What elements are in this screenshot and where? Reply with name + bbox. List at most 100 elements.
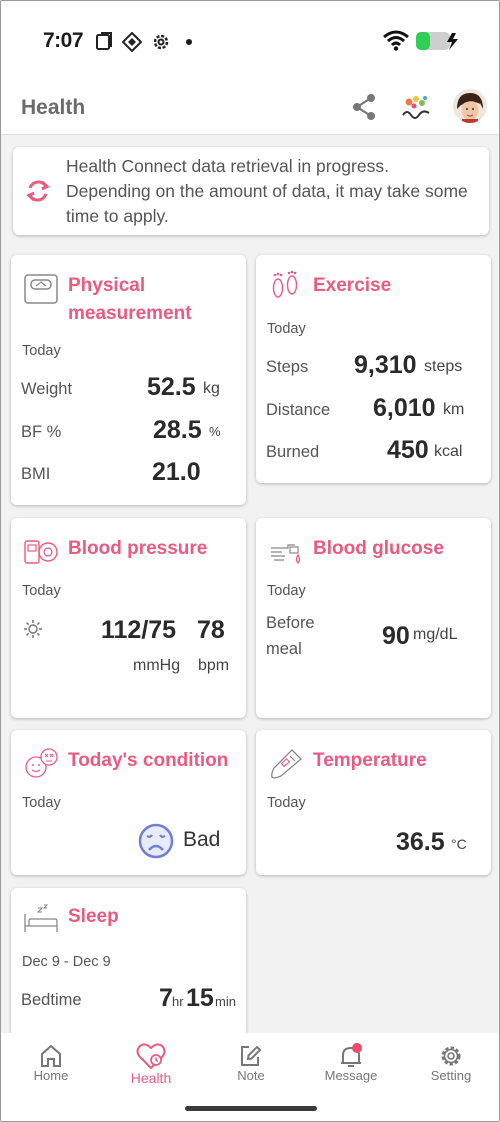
home-icon [41, 1044, 61, 1067]
footprints-icon [272, 270, 298, 298]
bf-value: 28.5 [153, 416, 202, 444]
physical-measurement-card[interactable]: Physical measurement Today Weight 52.5 k… [11, 255, 246, 505]
steps-unit: steps [424, 358, 463, 375]
bottom-navigation: Home Health Note Message Setting [1, 1033, 499, 1121]
nav-label: Message [324, 1068, 378, 1083]
bell-icon [341, 1043, 362, 1067]
card-title: Sleep [68, 906, 119, 927]
nav-setting[interactable]: Setting [401, 1033, 499, 1113]
notification-dot [186, 39, 192, 45]
distance-value: 6,010 [373, 394, 436, 422]
steps-value: 9,310 [354, 351, 417, 379]
sleep-minutes-unit: min [215, 994, 236, 1009]
temperature-value: 36.5 [396, 828, 445, 856]
weight-value: 52.5 [147, 373, 196, 401]
burned-value: 450 [387, 436, 429, 464]
glucose-value: 90 [382, 622, 410, 650]
nav-message[interactable]: Message [301, 1033, 401, 1113]
bf-label: BF % [21, 423, 62, 441]
timing-label-line: meal [266, 640, 302, 658]
period-label: Today [22, 583, 61, 599]
pulse-unit: bpm [198, 657, 230, 674]
battery-icon [416, 32, 458, 50]
card-title: Temperature [313, 750, 427, 771]
nav-label: Health [130, 1070, 172, 1086]
pulse-value: 78 [197, 616, 225, 644]
weight-label: Weight [21, 380, 73, 398]
timing-label-line: Before [266, 614, 315, 632]
card-title: Today's condition [68, 750, 229, 771]
card-title: Blood pressure [68, 538, 208, 559]
condition-card[interactable]: Today's condition Today Bad [11, 730, 246, 875]
sleep-minutes-value: 15 [186, 984, 214, 1012]
share-icon[interactable] [351, 93, 377, 121]
gear-icon [441, 1046, 461, 1066]
nav-label: Setting [430, 1068, 472, 1083]
blood-pressure-monitor-icon [24, 540, 58, 564]
period-label: Today [267, 795, 306, 811]
notice-text: Health Connect data retrieval in progres… [66, 156, 468, 226]
sleep-hours-unit: hr [172, 994, 184, 1009]
burned-unit: kcal [434, 443, 463, 460]
distance-label: Distance [266, 401, 331, 419]
bf-unit: % [209, 424, 221, 439]
health-connect-notice: Health Connect data retrieval in progres… [13, 147, 489, 235]
bmi-label: BMI [21, 465, 51, 483]
bp-value: 112/75 [101, 616, 177, 644]
period-label: Dec 9 - Dec 9 [22, 954, 111, 970]
card-title: Exercise [313, 275, 392, 296]
weight-unit: kg [203, 380, 220, 397]
page-title: Health [21, 96, 86, 119]
nav-label: Note [237, 1068, 265, 1083]
temperature-card[interactable]: Temperature Today 36.5 °C [256, 730, 491, 875]
avatar-face-icon [453, 89, 487, 123]
nav-note[interactable]: Note [201, 1033, 301, 1113]
sun-icon [24, 620, 42, 638]
condition-value: Bad [183, 828, 221, 851]
status-bar: 7:07 [1, 1, 499, 81]
screenshot-icon [96, 32, 112, 50]
sync-icon [26, 180, 50, 202]
period-label: Today [22, 795, 61, 811]
blood-glucose-card[interactable]: Blood glucose Today Before meal 90 mg/dL [256, 518, 491, 718]
avatar[interactable] [453, 89, 487, 123]
bmi-value: 21.0 [152, 458, 201, 486]
bed-icon [24, 904, 58, 932]
period-label: Today [267, 321, 306, 337]
glucose-unit: mg/dL [413, 626, 458, 643]
burned-label: Burned [266, 443, 320, 461]
sleep-hours-value: 7 [159, 984, 173, 1012]
health-heart-icon [136, 1043, 166, 1070]
scale-icon [24, 274, 58, 304]
thermometer-icon [271, 749, 302, 779]
glucose-meter-icon [271, 544, 301, 564]
steps-label: Steps [266, 358, 309, 376]
period-label: Today [267, 583, 306, 599]
condition-faces-icon [25, 748, 58, 778]
card-title-line: measurement [68, 303, 192, 324]
wifi-icon [383, 30, 409, 51]
card-title: Blood glucose [313, 538, 444, 559]
temperature-unit: °C [451, 836, 467, 852]
exercise-card[interactable]: Exercise Today Steps 9,310 steps Distanc… [256, 255, 491, 483]
sad-face-icon [138, 823, 174, 859]
nav-health[interactable]: Health [101, 1033, 201, 1113]
bedtime-label: Bedtime [21, 991, 82, 1009]
measurement-timing-label: Before meal [266, 614, 315, 659]
card-title-line: Physical [68, 275, 146, 296]
app-bar: Health [1, 81, 499, 135]
tanita-app-icon[interactable] [401, 93, 431, 121]
nav-label: Home [33, 1068, 69, 1083]
home-indicator[interactable] [185, 1106, 317, 1111]
sleep-card[interactable]: Sleep Dec 9 - Dec 9 Bedtime 7 hr 15 min [11, 888, 246, 1038]
status-time: 7:07 [43, 29, 84, 52]
blood-pressure-card[interactable]: Blood pressure Today 112/75 78 mmHg bpm [11, 518, 246, 718]
bp-unit: mmHg [133, 657, 181, 674]
period-label: Today [22, 343, 61, 359]
settings-status-icon [153, 34, 169, 50]
note-edit-icon [241, 1045, 262, 1066]
nav-home[interactable]: Home [1, 1033, 101, 1113]
app-diamond-icon [122, 32, 142, 52]
distance-unit: km [443, 401, 465, 418]
